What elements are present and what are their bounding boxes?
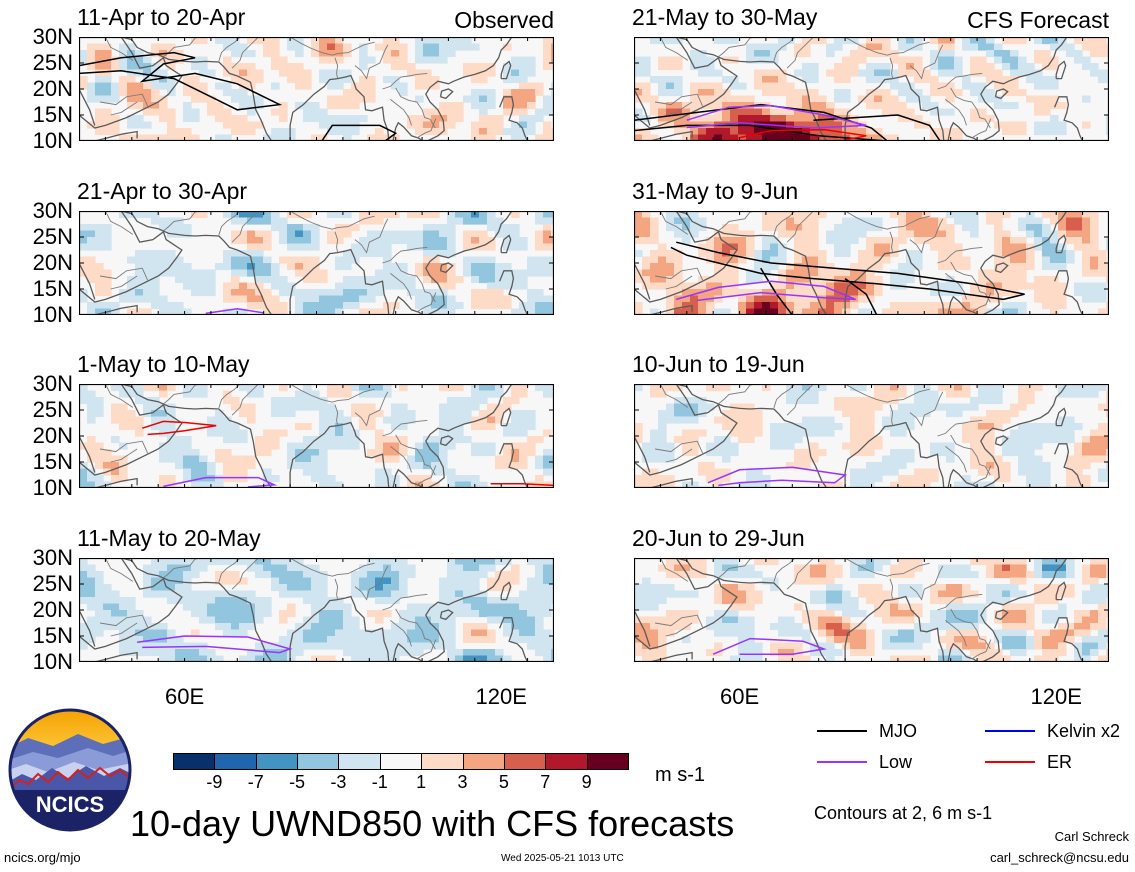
latitude-label: 15N <box>32 449 73 474</box>
panel-title: 11-May to 20-May <box>77 525 261 551</box>
logo-text: NCICS <box>36 792 104 817</box>
mjo-contour <box>79 51 283 111</box>
uwnd-map <box>634 211 1109 315</box>
colorbar-label: 5 <box>498 772 509 792</box>
uwnd-map <box>79 384 554 488</box>
low-contour <box>707 466 848 487</box>
latitude-label: 15N <box>32 623 73 648</box>
uwnd-map <box>634 37 1109 141</box>
colorbar-cell <box>214 753 257 770</box>
latitude-label: 10N <box>32 649 73 674</box>
uwnd-map <box>634 558 1109 662</box>
mjo-contour <box>670 241 1025 301</box>
legend-label: MJO <box>879 721 917 741</box>
mjo-contour <box>844 277 878 315</box>
uwnd-map <box>79 37 554 141</box>
uwnd-map <box>634 384 1109 488</box>
latitude-label: 20N <box>32 76 73 101</box>
panel-title: 21-Apr to 30-Apr <box>77 178 248 204</box>
latitude-label: 25N <box>32 397 73 422</box>
er-contour <box>142 420 217 436</box>
panel-tag: CFS Forecast <box>967 7 1109 33</box>
longitude-label: 60E <box>164 684 205 709</box>
low-contour <box>137 635 293 654</box>
legend-swatch <box>985 730 1035 732</box>
latitude-label: 20N <box>32 597 73 622</box>
legend-label: Low <box>879 752 913 772</box>
low-contour <box>205 308 264 315</box>
latitude-label: 10N <box>32 302 73 327</box>
latitude-label: 10N <box>32 475 73 500</box>
panel-title: 20-Jun to 29-Jun <box>632 525 805 551</box>
latitude-label: 25N <box>32 224 73 249</box>
colorbar-cell <box>545 753 588 770</box>
latitude-label: 25N <box>32 50 73 75</box>
latitude-label: 10N <box>32 128 73 153</box>
colorbar-cell <box>462 753 505 770</box>
colorbar-label: 9 <box>581 772 592 792</box>
colorbar-label: -9 <box>206 772 223 792</box>
longitude-label: 120E <box>1030 684 1082 709</box>
latitude-label: 30N <box>32 24 73 49</box>
colorbar-units: m s-1 <box>655 764 705 786</box>
colorbar-label: -3 <box>330 772 347 792</box>
legend-swatch <box>817 761 867 763</box>
colorbar-label: -5 <box>289 772 306 792</box>
latitude-label: 30N <box>32 198 73 223</box>
longitude-label: 120E <box>475 684 527 709</box>
er-contour <box>728 128 867 141</box>
colorbar-label: -1 <box>371 772 388 792</box>
colorbar <box>173 753 629 770</box>
latitude-label: 30N <box>32 545 73 570</box>
colorbar-cell <box>297 753 340 770</box>
author: Carl Schreck <box>1054 829 1129 844</box>
colorbar-cell <box>421 753 464 770</box>
panel-title: 1-May to 10-May <box>77 351 250 377</box>
mjo-contour <box>813 114 941 141</box>
uwnd-map <box>79 211 554 315</box>
uwnd-map <box>79 558 554 662</box>
colorbar-cell <box>379 753 423 770</box>
panel-title: 31-May to 9-Jun <box>632 178 799 204</box>
email: carl_schreck@ncsu.edu <box>990 850 1129 865</box>
low-contour <box>675 280 856 302</box>
er-contour <box>490 483 554 487</box>
colorbar-cell <box>173 753 216 770</box>
colorbar-cell <box>255 753 299 770</box>
contours-note: Contours at 2, 6 m s-1 <box>814 803 993 823</box>
legend-swatch <box>985 761 1035 763</box>
latitude-label: 15N <box>32 276 73 301</box>
ncics-logo: NCICS <box>8 708 132 832</box>
colorbar-cell <box>338 753 381 770</box>
colorbar-label: 7 <box>540 772 551 792</box>
latitude-label: 20N <box>32 423 73 448</box>
longitude-label: 60E <box>719 684 760 709</box>
legend-swatch <box>817 730 867 732</box>
colorbar-label: 3 <box>457 772 468 792</box>
latitude-label: 30N <box>32 371 73 396</box>
colorbar-label: 1 <box>416 772 427 792</box>
low-contour <box>712 637 827 655</box>
latitude-label: 20N <box>32 250 73 275</box>
panel-title: 21-May to 30-May <box>632 4 818 30</box>
panel-title: 10-Jun to 19-Jun <box>632 351 805 377</box>
latitude-label: 25N <box>32 571 73 596</box>
low-contour <box>163 476 278 488</box>
mjo-contour <box>321 124 398 141</box>
latitude-label: 15N <box>32 102 73 127</box>
legend-label: ER <box>1047 752 1073 772</box>
low-contour <box>686 104 867 129</box>
colorbar-cell <box>503 753 547 770</box>
panel-title: 11-Apr to 20-Apr <box>77 4 246 30</box>
colorbar-label: -7 <box>247 772 264 792</box>
legend-label: Kelvin x2 <box>1047 721 1121 741</box>
main-title: 10-day UWND850 with CFS forecasts <box>130 803 735 844</box>
panel-tag: Observed <box>454 7 554 33</box>
colorbar-cell <box>586 753 629 770</box>
timestamp: Wed 2025-05-21 1013 UTC <box>501 853 624 864</box>
site-link[interactable]: ncics.org/mjo <box>4 850 81 865</box>
